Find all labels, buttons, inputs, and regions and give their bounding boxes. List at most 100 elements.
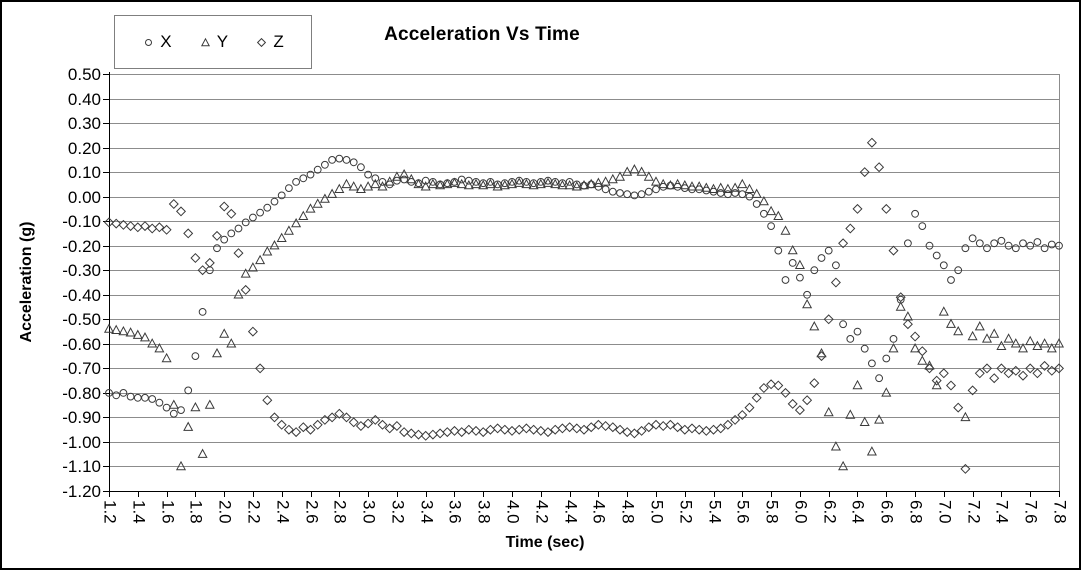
marker-x bbox=[126, 392, 135, 401]
marker-x bbox=[500, 179, 509, 188]
marker-x bbox=[975, 239, 984, 248]
marker-x bbox=[875, 374, 883, 383]
marker-y bbox=[686, 181, 698, 191]
y-tick-label: 0.30 bbox=[68, 114, 101, 133]
x-tick-label: 2.2 bbox=[245, 500, 264, 524]
marker-y bbox=[470, 178, 482, 189]
marker-z bbox=[334, 408, 345, 419]
marker-z bbox=[859, 167, 870, 178]
marker-z bbox=[672, 422, 683, 433]
marker-z bbox=[528, 424, 539, 435]
y-tick-label: -0.40 bbox=[62, 286, 101, 305]
marker-y bbox=[1025, 335, 1036, 346]
marker-x bbox=[911, 209, 919, 218]
marker-z bbox=[816, 351, 827, 362]
y-tick-label: 0.40 bbox=[68, 90, 101, 109]
marker-y bbox=[773, 210, 784, 221]
marker-z bbox=[1053, 363, 1065, 374]
marker-x bbox=[364, 170, 373, 179]
legend-label-z: Z bbox=[273, 32, 284, 51]
y-tick-label: 0.10 bbox=[68, 163, 101, 182]
marker-z bbox=[132, 222, 143, 233]
marker-y bbox=[363, 181, 374, 191]
marker-z bbox=[492, 423, 503, 434]
y-tick-label: -0.90 bbox=[62, 408, 101, 427]
marker-x bbox=[169, 409, 178, 418]
marker-z bbox=[514, 424, 525, 435]
marker-y bbox=[866, 446, 877, 456]
marker-z bbox=[571, 423, 582, 434]
marker-y bbox=[1003, 333, 1014, 343]
marker-z bbox=[852, 203, 863, 214]
marker-z bbox=[542, 427, 554, 438]
marker-y bbox=[794, 259, 805, 269]
y-tick-label: -1.20 bbox=[62, 482, 101, 501]
marker-z bbox=[319, 414, 330, 425]
marker-z bbox=[456, 427, 467, 438]
marker-x bbox=[349, 158, 358, 167]
marker-z bbox=[1010, 365, 1021, 376]
marker-y bbox=[197, 448, 208, 458]
marker-x bbox=[270, 197, 279, 206]
marker-y bbox=[614, 171, 626, 181]
marker-x bbox=[630, 191, 639, 200]
x-tick-label: 2.8 bbox=[331, 500, 350, 524]
marker-z bbox=[578, 424, 590, 435]
marker-y bbox=[219, 328, 230, 338]
marker-z bbox=[125, 221, 136, 232]
x-tick-label: 3.0 bbox=[360, 500, 379, 524]
marker-z bbox=[355, 420, 366, 432]
marker-y bbox=[370, 178, 381, 189]
marker-y bbox=[276, 232, 287, 243]
marker-y bbox=[787, 244, 798, 255]
marker-y bbox=[319, 193, 330, 203]
marker-x bbox=[918, 222, 927, 231]
x-tick-label: 2.0 bbox=[216, 500, 235, 524]
marker-x bbox=[400, 175, 409, 184]
marker-z bbox=[766, 379, 777, 390]
y-tick-label: -0.10 bbox=[62, 212, 101, 231]
marker-x bbox=[529, 179, 538, 188]
marker-x bbox=[882, 354, 891, 363]
marker-y bbox=[1046, 343, 1057, 353]
marker-y bbox=[211, 347, 223, 358]
marker-y bbox=[600, 176, 611, 186]
marker-y bbox=[204, 399, 215, 409]
y-tick-label: -1.00 bbox=[62, 433, 101, 452]
legend-item-x: X bbox=[142, 32, 172, 52]
marker-z bbox=[470, 425, 482, 436]
marker-x bbox=[256, 208, 265, 217]
marker-y bbox=[967, 330, 978, 341]
x-tick-label: 2.4 bbox=[274, 500, 293, 524]
marker-z bbox=[737, 409, 748, 421]
marker-x bbox=[177, 406, 185, 415]
marker-x bbox=[522, 178, 531, 186]
marker-z bbox=[586, 422, 597, 433]
marker-z bbox=[780, 387, 791, 398]
marker-x bbox=[716, 189, 725, 197]
marker-x bbox=[464, 176, 473, 185]
marker-x bbox=[479, 179, 488, 188]
axes bbox=[108, 72, 1059, 493]
marker-x bbox=[860, 344, 869, 353]
marker-z bbox=[1017, 370, 1029, 381]
x-tick-label: 4.4 bbox=[562, 500, 581, 524]
marker-y bbox=[1032, 340, 1043, 350]
marker-x bbox=[299, 174, 308, 183]
marker-z bbox=[600, 420, 611, 432]
x-tick-label: 7.4 bbox=[993, 500, 1012, 524]
marker-z bbox=[269, 412, 280, 423]
marker-y bbox=[312, 198, 323, 208]
marker-z bbox=[830, 277, 841, 288]
marker-x bbox=[558, 179, 567, 188]
marker-x bbox=[947, 276, 955, 284]
marker-y bbox=[1053, 338, 1065, 348]
marker-z bbox=[204, 257, 215, 268]
marker-x bbox=[961, 244, 970, 253]
legend-label-x: X bbox=[160, 32, 172, 51]
marker-y bbox=[751, 188, 762, 198]
x-tick-label: 3.8 bbox=[475, 500, 494, 524]
marker-z bbox=[953, 402, 964, 413]
marker-z bbox=[650, 419, 662, 430]
marker-y bbox=[420, 181, 431, 191]
